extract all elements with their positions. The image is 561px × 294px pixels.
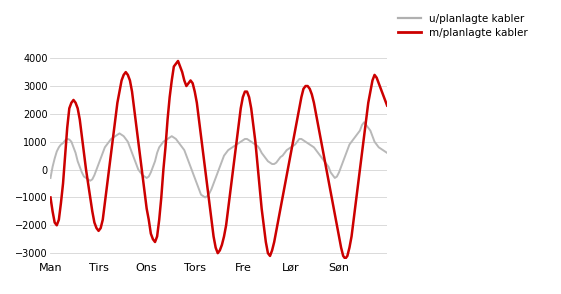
- Text: Kraftutveksling, representativ vinteruke (MW): Kraftutveksling, representativ vinteruke…: [4, 14, 314, 28]
- Legend: u/planlagte kabler, m/planlagte kabler: u/planlagte kabler, m/planlagte kabler: [398, 14, 528, 38]
